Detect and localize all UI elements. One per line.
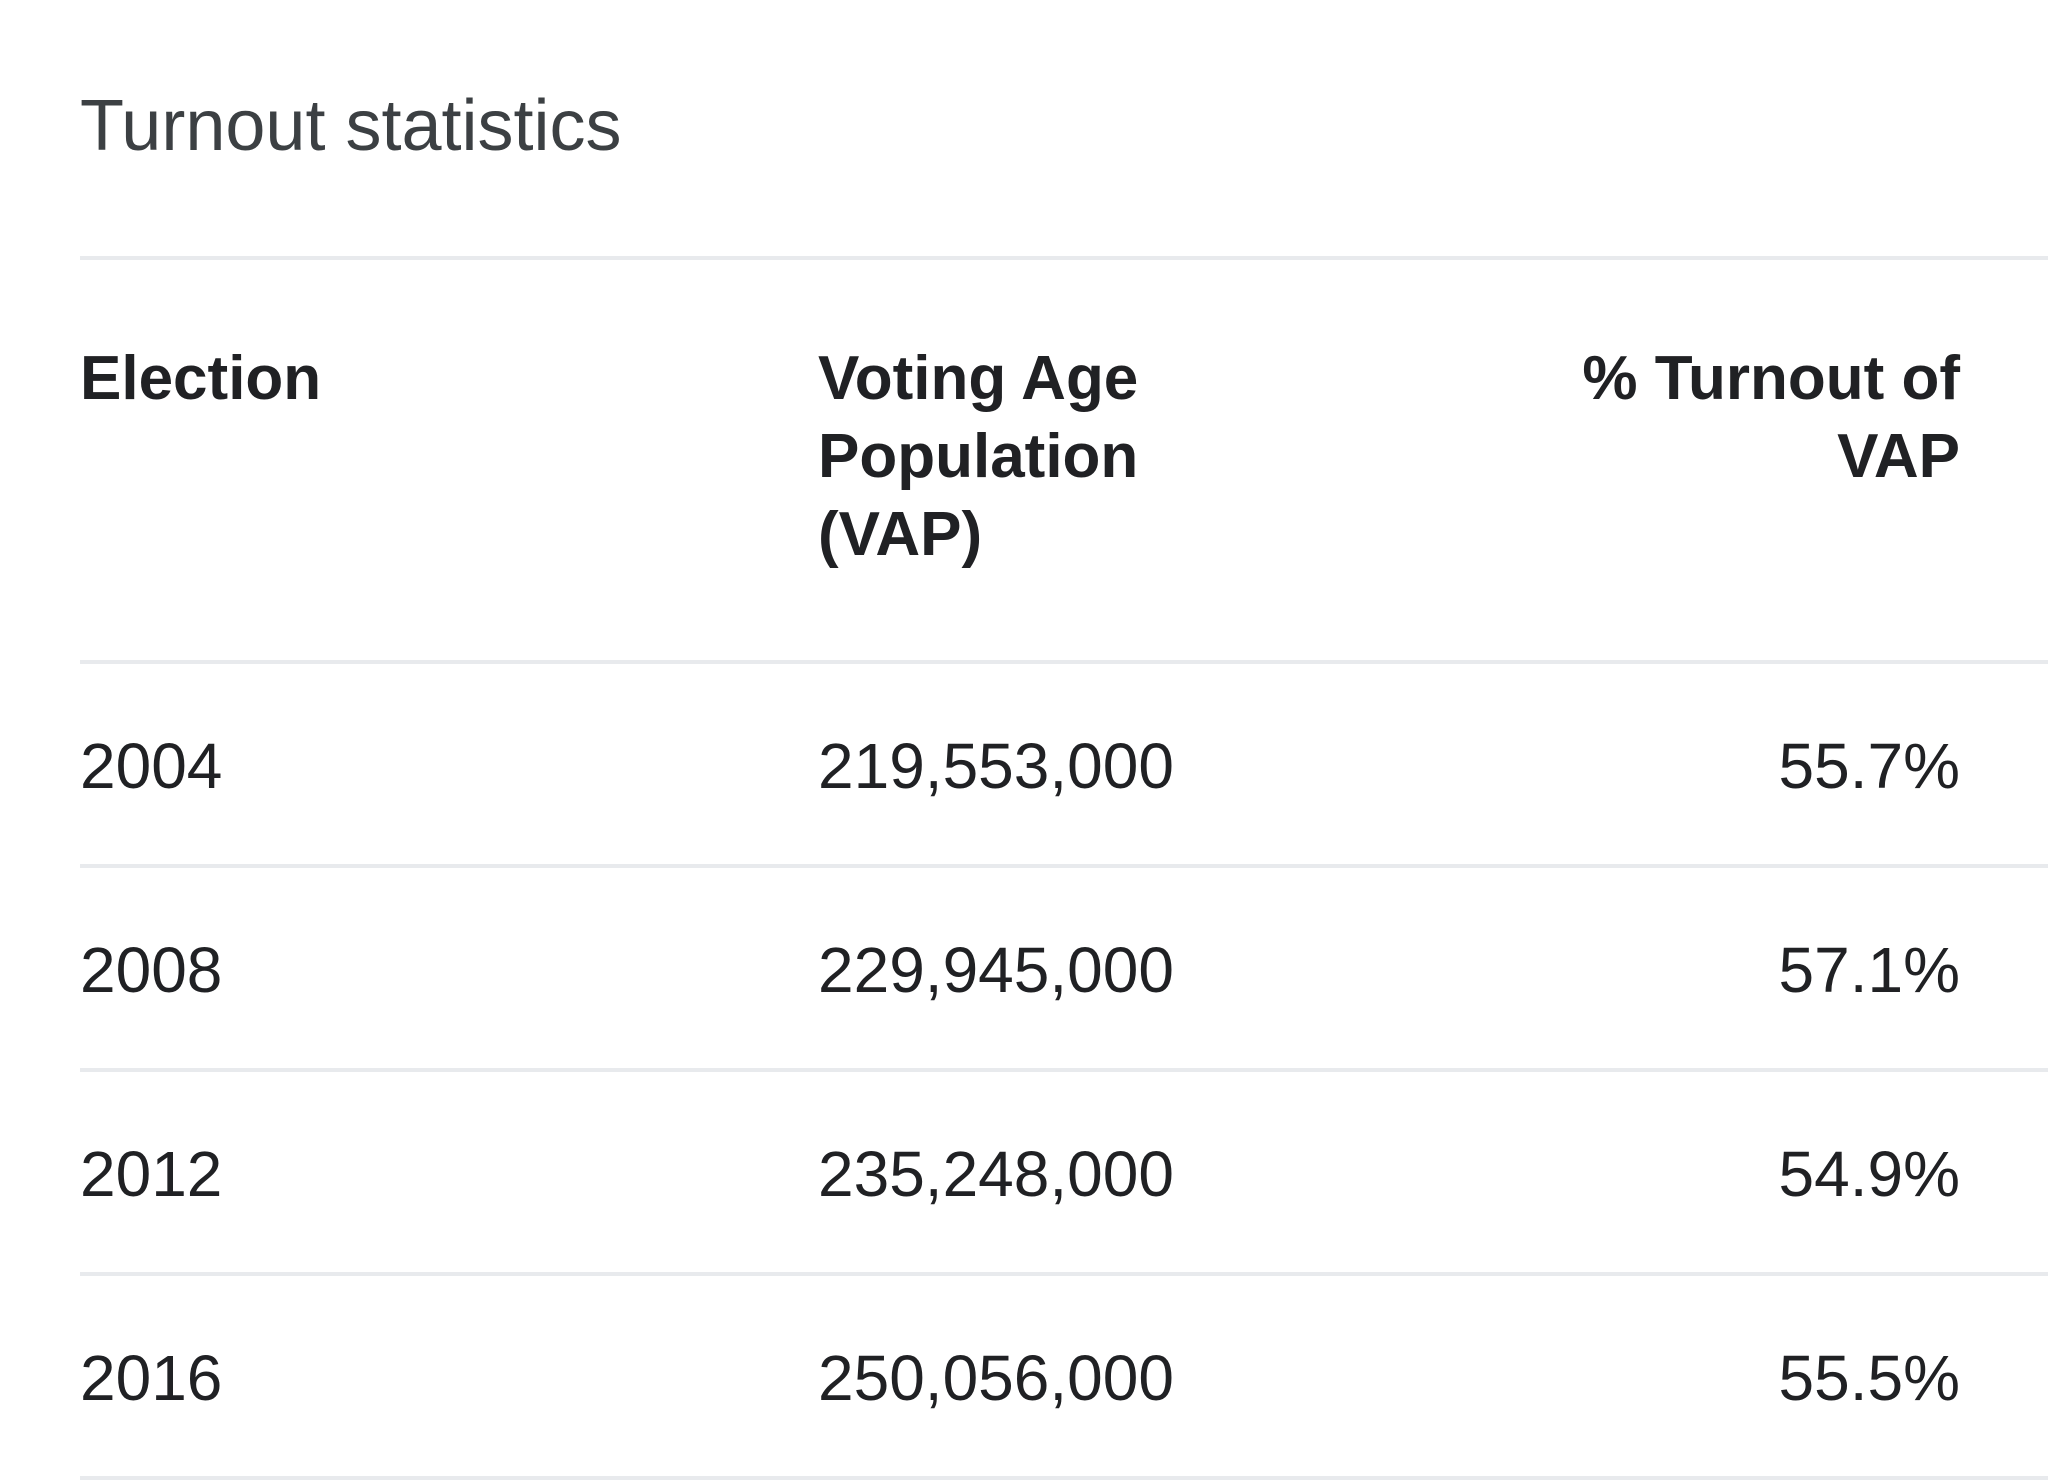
- cell-turnout: 55.7%: [1778, 730, 1960, 802]
- table-row: 2012 235,248,000 54.9%: [80, 1072, 2048, 1272]
- table-divider: [80, 256, 2048, 260]
- cell-vap: 219,553,000: [818, 730, 1174, 802]
- cell-turnout: 54.9%: [1778, 1138, 1960, 1210]
- table-row: 2008 229,945,000 57.1%: [80, 868, 2048, 1068]
- column-header-turnout: % Turnout of VAP: [1582, 344, 1960, 491]
- table-divider: [80, 1272, 2048, 1276]
- column-header-election: Election: [80, 344, 322, 413]
- turnout-table: Election Voting Age Population (VAP) % T…: [80, 256, 2048, 1480]
- cell-turnout: 55.5%: [1778, 1342, 1960, 1414]
- cell-election: 2016: [80, 1342, 223, 1414]
- table-header-row: Election Voting Age Population (VAP) % T…: [80, 260, 2048, 660]
- column-header-vap: Voting Age Population (VAP): [818, 344, 1139, 569]
- table-row: 2004 219,553,000 55.7%: [80, 664, 2048, 864]
- cell-election: 2004: [80, 730, 223, 802]
- cell-vap: 235,248,000: [818, 1138, 1174, 1210]
- cell-election: 2012: [80, 1138, 223, 1210]
- table-divider: [80, 1476, 2048, 1480]
- cell-election: 2008: [80, 934, 223, 1006]
- table-divider: [80, 864, 2048, 868]
- cell-vap: 229,945,000: [818, 934, 1174, 1006]
- card-title: Turnout statistics: [80, 86, 622, 166]
- cell-vap: 250,056,000: [818, 1342, 1174, 1414]
- cell-turnout: 57.1%: [1778, 934, 1960, 1006]
- table-divider: [80, 1068, 2048, 1072]
- table-row: 2016 250,056,000 55.5%: [80, 1276, 2048, 1476]
- table-divider: [80, 660, 2048, 664]
